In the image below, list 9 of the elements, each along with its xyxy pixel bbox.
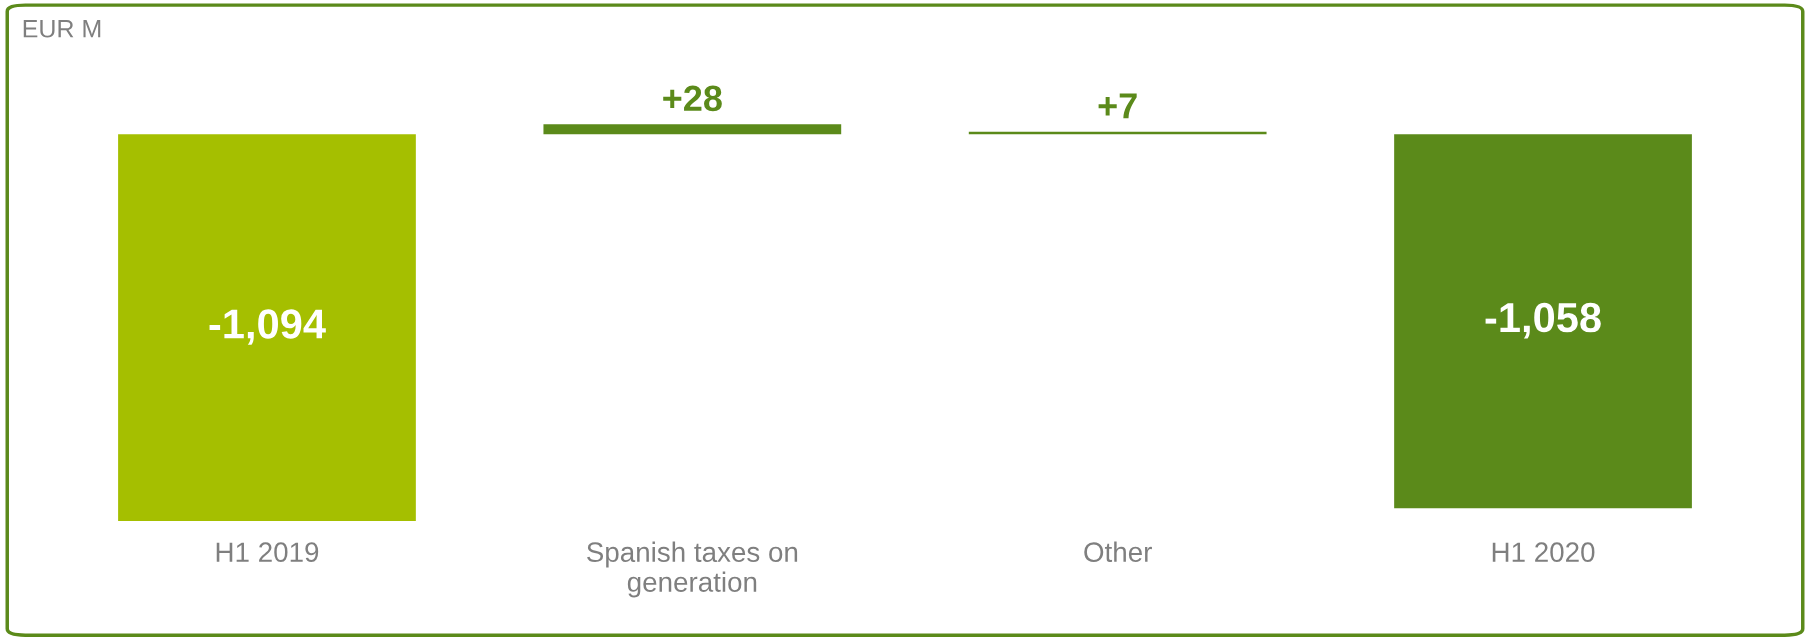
x-tick-label: H1 2019 xyxy=(216,542,319,563)
data-label: -1,058 xyxy=(1485,302,1601,339)
data-label: +7 xyxy=(1098,93,1137,119)
x-tick-label: Spanish taxes on generation xyxy=(587,541,798,598)
x-tick-label: H1 2020 xyxy=(1492,542,1595,563)
data-label: +28 xyxy=(663,85,722,112)
x-tick-label: Other xyxy=(1084,541,1152,563)
data-label: -1,094 xyxy=(209,309,326,345)
y-axis-title: EUR M xyxy=(23,20,101,38)
